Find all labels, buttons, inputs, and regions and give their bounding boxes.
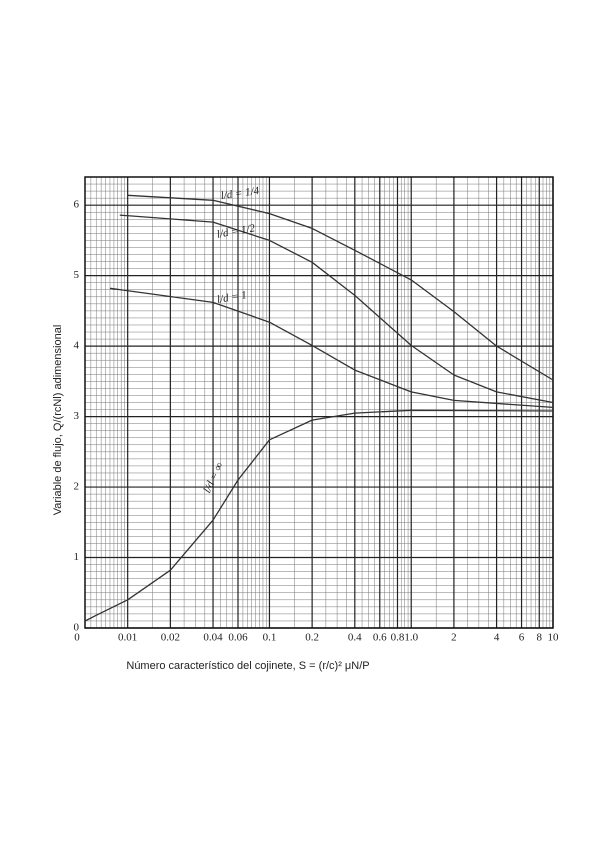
curve-label: l/d = 1 bbox=[216, 289, 248, 306]
x-tick-label: 0.2 bbox=[305, 632, 319, 644]
x-tick-label: 0.01 bbox=[118, 632, 137, 644]
curve-label: l/d = 1/4 bbox=[220, 185, 260, 202]
x-tick-label: 0.6 bbox=[373, 632, 387, 644]
y-tick-label: 1 bbox=[74, 551, 80, 563]
curve bbox=[119, 214, 554, 404]
y-tick-label: 4 bbox=[74, 340, 80, 352]
x-tick-label: 8 bbox=[537, 632, 543, 644]
x-tick-label: 0.06 bbox=[228, 632, 248, 644]
curve bbox=[109, 287, 554, 409]
y-tick-label: 6 bbox=[74, 199, 80, 211]
x-tick-label: 4 bbox=[494, 632, 500, 644]
x-tick-label: 6 bbox=[519, 632, 525, 644]
x-tick-label: 10 bbox=[548, 632, 560, 644]
y-tick-label: 5 bbox=[74, 269, 80, 281]
y-tick-label: 3 bbox=[74, 410, 80, 422]
curve bbox=[84, 409, 554, 622]
x-tick-label: 2 bbox=[451, 632, 457, 644]
x-tick-label: 0.04 bbox=[203, 632, 223, 644]
x-tick-label: 0.02 bbox=[161, 632, 180, 644]
x-origin-label: 0 bbox=[74, 632, 80, 644]
x-axis-title: Número característico del cojinete, S = … bbox=[126, 660, 369, 672]
x-tick-label: 0.8 bbox=[391, 632, 405, 644]
y-tick-label: 0 bbox=[74, 622, 80, 634]
curve bbox=[127, 194, 554, 381]
x-tick-label: 1.0 bbox=[404, 632, 418, 644]
y-tick-label: 2 bbox=[74, 481, 80, 493]
x-tick-label: 0.4 bbox=[348, 632, 362, 644]
x-tick-label: 0.1 bbox=[263, 632, 277, 644]
y-axis-title: Variable de flujo, Q/(rcNl) adimensional bbox=[52, 325, 64, 516]
